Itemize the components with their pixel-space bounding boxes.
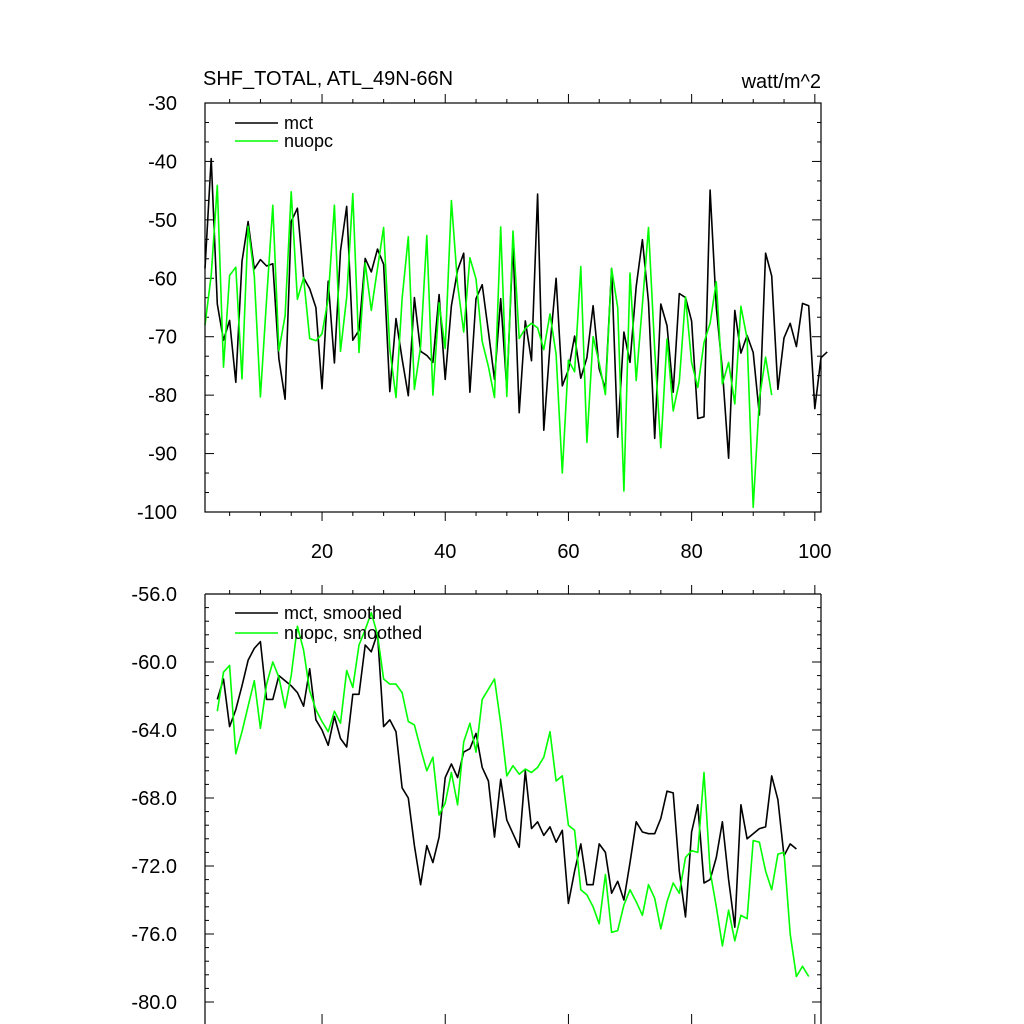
y-tick-label: -68.0 [131, 788, 177, 810]
units-label: watt/m^2 [741, 71, 821, 93]
y-tick-label: -56.0 [131, 584, 177, 606]
bottom-chart: -56.0 -60.0 -64.0 -68.0 -72.0 -76.0 -80.0 mct,… [131, 584, 822, 1024]
y-tick-label: -100 [137, 502, 177, 524]
x-tick-label: 100 [798, 541, 831, 563]
x-tick-label: 80 [681, 541, 703, 563]
bottom-chart-legend: mct, smoothed nuopc, smoothed [235, 603, 422, 643]
series-line-mct [204, 157, 828, 460]
series-line-nuopc [204, 184, 773, 509]
series-line-nuopc-smoothed [216, 611, 810, 978]
bottom-chart-ticks: -56.0 -60.0 -64.0 -68.0 -72.0 -76.0 -80.0 [131, 584, 821, 1024]
legend-label-nuopc: nuopc [284, 131, 333, 151]
legend-label-nuopc-smoothed: nuopc, smoothed [284, 623, 422, 643]
x-tick-label: 20 [311, 541, 333, 563]
y-tick-label: -90 [148, 444, 177, 466]
y-tick-label: -80 [148, 385, 177, 407]
y-tick-label: -30 [148, 93, 177, 115]
y-tick-label: -50 [148, 210, 177, 232]
y-tick-label: -60.0 [131, 652, 177, 674]
x-tick-label: 40 [434, 541, 456, 563]
chart-title: SHF_TOTAL, ATL_49N-66N [203, 68, 453, 90]
x-tick-label: 60 [557, 541, 579, 563]
y-tick-label: -72.0 [131, 856, 177, 878]
y-tick-label: -64.0 [131, 720, 177, 742]
y-tick-label: -40 [148, 151, 177, 173]
legend-label-mct: mct [284, 113, 313, 133]
bottom-chart-series [216, 611, 810, 978]
legend-label-mct-smoothed: mct, smoothed [284, 603, 402, 623]
top-chart: SHF_TOTAL, ATL_49N-66N watt/m^2 20 40 60 80… [137, 68, 832, 563]
y-tick-label: -76.0 [131, 924, 177, 946]
y-tick-label: -60 [148, 268, 177, 290]
y-tick-label: -80.0 [131, 992, 177, 1014]
y-tick-label: -70 [148, 327, 177, 349]
top-chart-ticks: 20 40 60 80 100 -30 -40 -50 -60 -70 -80 -90 -100 [137, 93, 832, 563]
top-chart-legend: mct nuopc [235, 113, 333, 151]
top-chart-series [204, 157, 828, 509]
top-chart-frame [204, 102, 822, 513]
